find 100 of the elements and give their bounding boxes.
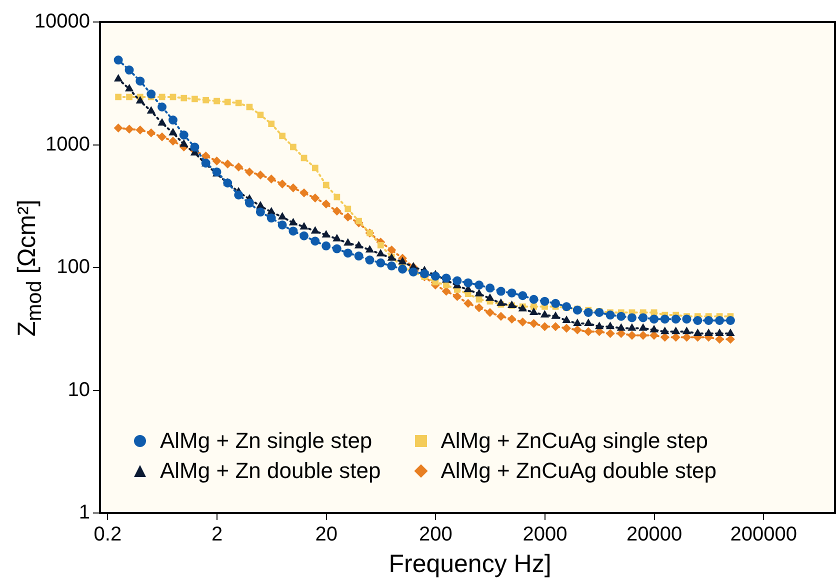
point <box>530 303 537 310</box>
point <box>114 74 123 82</box>
point <box>562 324 572 333</box>
point <box>288 218 298 226</box>
point <box>168 128 178 136</box>
point <box>124 84 134 92</box>
point <box>594 322 604 330</box>
point <box>234 162 244 172</box>
point <box>572 306 582 315</box>
point <box>650 324 658 332</box>
point <box>278 179 287 188</box>
point <box>300 222 308 230</box>
point <box>376 248 385 256</box>
x-tick-label: 20 <box>315 524 338 546</box>
point <box>344 238 352 246</box>
point <box>158 102 167 112</box>
point <box>168 116 178 125</box>
point <box>322 230 330 238</box>
point <box>573 318 582 326</box>
point <box>452 276 462 286</box>
point <box>278 220 287 230</box>
point <box>146 90 156 99</box>
point <box>332 234 342 242</box>
point <box>496 298 506 306</box>
point <box>398 256 407 264</box>
point <box>452 292 462 302</box>
point <box>136 125 145 134</box>
point <box>672 326 680 334</box>
point <box>356 218 362 224</box>
legend-label: AlMg + ZnCuAg double step <box>440 458 717 484</box>
point <box>310 194 320 203</box>
y-tick-label: 10000 <box>34 10 90 33</box>
point <box>136 96 144 104</box>
point <box>693 316 702 326</box>
point <box>606 328 615 338</box>
point <box>518 317 528 326</box>
point <box>234 190 244 200</box>
point <box>584 318 593 326</box>
point <box>551 311 560 319</box>
point <box>496 312 506 321</box>
point <box>343 248 352 258</box>
point <box>365 244 374 252</box>
point <box>300 188 309 198</box>
point <box>158 132 167 142</box>
x-axis-title: Frequency Hz] <box>388 550 552 579</box>
point <box>726 328 735 336</box>
point <box>332 244 342 254</box>
point <box>387 261 396 270</box>
point <box>266 214 276 223</box>
point <box>376 258 386 268</box>
point <box>322 182 330 188</box>
point <box>344 206 352 212</box>
point <box>310 226 320 234</box>
point <box>257 112 264 118</box>
point <box>268 120 275 128</box>
point <box>256 170 265 180</box>
point <box>266 174 276 184</box>
x-tick-label: 2000 <box>522 524 568 546</box>
point <box>146 106 156 114</box>
x-tick-label: 20000 <box>626 524 682 546</box>
point <box>594 308 604 317</box>
y-tick-label: 100 <box>56 256 90 278</box>
point <box>377 242 384 248</box>
point <box>354 252 364 261</box>
point <box>114 56 123 65</box>
point <box>464 298 473 308</box>
point <box>638 323 648 331</box>
point <box>322 241 331 250</box>
legend-label: AlMg + ZnCuAg single step <box>440 428 708 454</box>
point <box>486 293 494 301</box>
point <box>168 136 178 146</box>
point <box>474 303 484 312</box>
point <box>584 327 593 336</box>
point <box>650 314 659 324</box>
point <box>310 236 320 246</box>
point <box>256 208 265 217</box>
point <box>507 314 516 324</box>
point <box>214 98 220 104</box>
point <box>606 310 615 320</box>
point <box>584 308 593 317</box>
point <box>288 183 298 192</box>
x-tick-label: 0.2 <box>94 524 122 546</box>
legend-label: AlMg + Zn single step <box>160 428 372 454</box>
point <box>726 316 735 326</box>
point <box>682 326 692 334</box>
point <box>562 302 572 312</box>
point <box>507 288 516 298</box>
point <box>343 212 352 222</box>
point <box>682 314 692 324</box>
point <box>638 330 648 340</box>
point <box>660 314 670 324</box>
point <box>704 328 713 336</box>
point <box>124 124 134 134</box>
point <box>279 132 286 140</box>
point <box>300 231 309 240</box>
point <box>616 312 626 321</box>
point <box>627 330 636 340</box>
point <box>715 316 724 326</box>
point <box>290 144 296 150</box>
point <box>464 278 473 288</box>
